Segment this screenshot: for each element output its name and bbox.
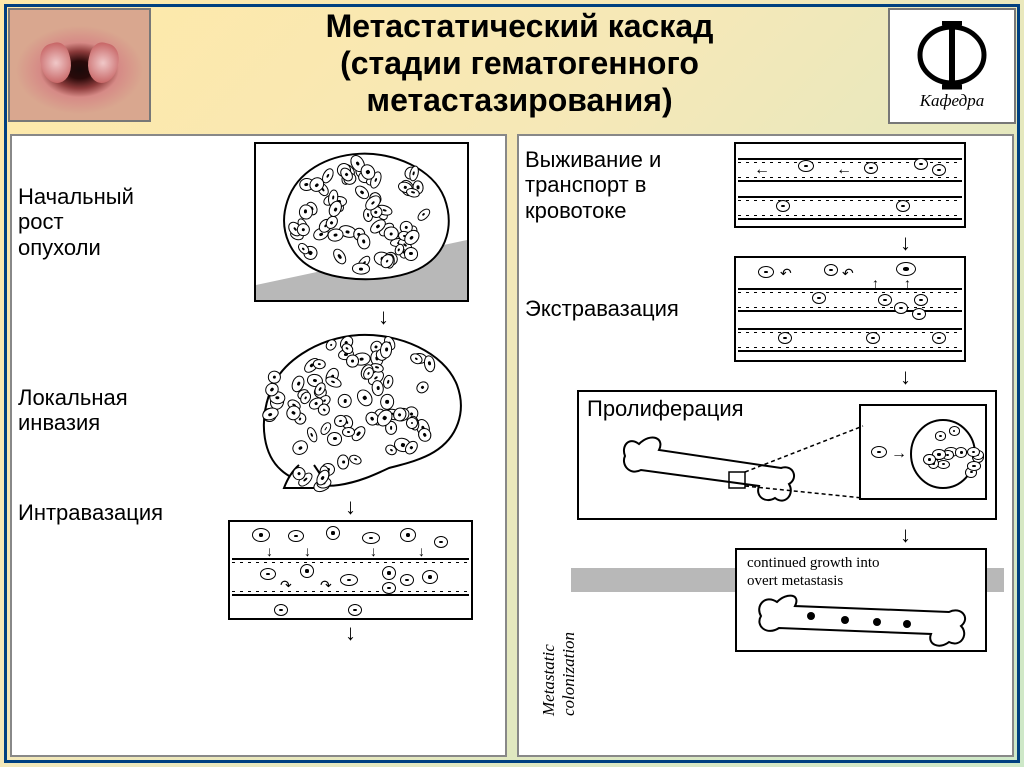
label-survival-transport: Выживание и транспорт в кровотоке <box>525 147 701 223</box>
stage-survival-transport: Выживание и транспорт в кровотоке ← ← <box>525 142 1006 228</box>
title-line-3: метастазирования) <box>159 82 880 119</box>
diagram-intravasation: ↓ ↓ ↓ ↓ ↷ ↷ <box>228 520 473 620</box>
label-proliferation: Пролиферация <box>587 396 744 421</box>
medical-photo <box>8 8 151 122</box>
stage-initial-growth: Начальный рост опухоли <box>18 142 499 302</box>
proliferation-inset: → <box>859 404 987 500</box>
arrow-down-icon: ↓ <box>805 524 1006 546</box>
diagram-proliferation: Пролиферация → <box>577 390 997 520</box>
arrow-down-icon: ↓ <box>805 232 1006 254</box>
arrow-down-icon: ↓ <box>805 366 1006 388</box>
stage-intravasation: Интравазация ↓ <box>18 494 499 646</box>
diagram-initial-growth <box>254 142 469 302</box>
side-label-metastatic-colonization: Metastatic <box>539 644 559 716</box>
stage-extravasation: Экстравазация ↶ ↶ ↑ ↑ <box>525 256 1006 362</box>
arrow-down-icon: ↓ <box>268 306 499 328</box>
title-line-2: (стадии гематогенного <box>159 45 880 82</box>
stage-local-invasion: Локальная инвазия <box>18 330 499 490</box>
label-local-invasion: Локальная инвазия <box>18 385 178 436</box>
slide-title: Метастатический каскад (стадии гематоген… <box>151 8 888 130</box>
bone-icon <box>755 588 971 648</box>
left-panel: Начальный рост опухоли ↓ Локальная инваз… <box>10 134 507 757</box>
diagram-overt-metastasis: continued growth into overt metastasis <box>735 548 987 652</box>
diagram-extravasation: ↶ ↶ ↑ ↑ <box>734 256 966 362</box>
logo-icon <box>902 21 1002 91</box>
label-initial-growth: Начальный рост опухоли <box>18 184 178 260</box>
arrow-down-icon: ↓ <box>345 622 356 644</box>
title-line-1: Метастатический каскад <box>159 8 880 45</box>
logo-text: Кафедра <box>920 91 985 111</box>
header: Метастатический каскад (стадии гематоген… <box>8 8 1016 130</box>
label-intravasation: Интравазация <box>18 494 202 525</box>
panels-container: Начальный рост опухоли ↓ Локальная инваз… <box>10 134 1014 757</box>
logo: Кафедра <box>888 8 1016 124</box>
arrow-down-icon: ↓ <box>345 496 356 518</box>
label-extravasation: Экстравазация <box>525 296 709 321</box>
diagram-survival-transport: ← ← <box>734 142 966 228</box>
caption-overt-metastasis: continued growth into overt metastasis <box>747 554 879 590</box>
right-panel: Выживание и транспорт в кровотоке ← ← ↓ <box>517 134 1014 757</box>
side-label-metastatic-colonization-2: colonization <box>559 632 579 716</box>
diagram-local-invasion <box>239 330 479 490</box>
